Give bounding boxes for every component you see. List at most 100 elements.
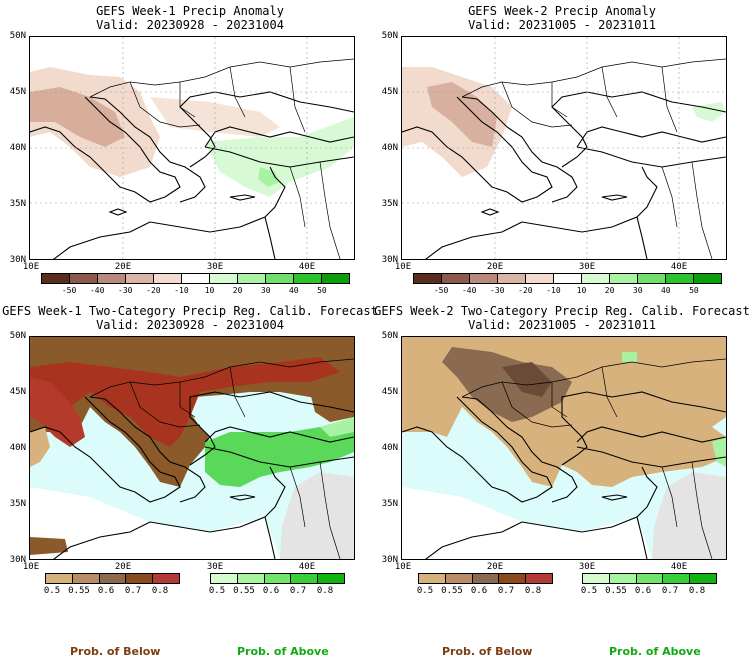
lon-label-10e: 10E <box>22 262 40 272</box>
anomaly-swatch <box>554 274 582 283</box>
anomaly-swatch <box>638 274 666 283</box>
probability-tick-label: 0.55 <box>441 586 463 596</box>
probability-tick-label: 0.8 <box>316 586 334 596</box>
panel2-title: GEFS Week-2 Precip Anomaly Valid: 202310… <box>392 4 732 32</box>
below-swatch <box>99 574 127 583</box>
lat-label-45n: 45N <box>9 87 26 97</box>
land-red <box>30 357 340 447</box>
panel3-title-line1: GEFS Week-1 Two-Category Precip Reg. Cal… <box>2 304 378 318</box>
below-swatch <box>126 574 154 583</box>
anomaly-swatch <box>182 274 210 283</box>
anomaly-tick-label: -30 <box>118 286 133 295</box>
panel4-title-line1: GEFS Week-2 Two-Category Precip Reg. Cal… <box>374 304 750 318</box>
lat-label-45n: 45N <box>9 387 26 397</box>
lat-label-50n: 50N <box>9 331 26 341</box>
lon-label-10e: 10E <box>394 262 412 272</box>
anomaly-swatch <box>42 274 70 283</box>
gray-area <box>280 472 354 559</box>
above-swatch <box>583 574 610 583</box>
anomaly-swatch <box>526 274 554 283</box>
prob-above-label-week2: Prob. of Above <box>609 645 701 658</box>
anomaly-swatch <box>694 274 721 283</box>
lon-label-40e: 40E <box>670 262 688 272</box>
land-light-brown <box>30 427 50 467</box>
anomaly-tick-label: -10 <box>546 286 561 295</box>
probability-tick-label: 0.7 <box>497 586 515 596</box>
coastlines <box>401 91 727 263</box>
lat-label-30n: 30N <box>9 555 26 565</box>
above-colorbar-week1 <box>210 573 345 584</box>
lat-label-50n: 50N <box>381 331 398 341</box>
panel2-title-line1: GEFS Week-2 Precip Anomaly <box>468 4 656 18</box>
lat-label-50n: 50N <box>381 31 398 41</box>
above-swatch <box>663 574 691 583</box>
lon-label-20e: 20E <box>114 262 132 272</box>
below-swatch <box>419 574 446 583</box>
anomaly-tick-label: 40 <box>660 286 671 295</box>
below-swatch <box>472 574 500 583</box>
above-swatch <box>636 574 664 583</box>
probability-tick-label: 0.55 <box>233 586 255 596</box>
above-swatch <box>318 574 344 583</box>
anomaly-colorbar-week2 <box>413 273 722 284</box>
anomaly-tick-label: 50 <box>317 286 327 295</box>
probability-tick-label: 0.5 <box>580 586 598 596</box>
prob-below-label-week2: Prob. of Below <box>442 645 533 658</box>
positive-anomaly-area <box>692 102 726 122</box>
lon-label-20e: 20E <box>486 562 504 572</box>
anomaly-swatch <box>154 274 182 283</box>
probability-tick-label: 0.6 <box>634 586 652 596</box>
coastlines <box>29 391 355 563</box>
probability-tick-label: 0.7 <box>661 586 679 596</box>
map-week1-probability <box>29 336 355 563</box>
lat-label-40n: 40N <box>9 443 26 453</box>
lat-label-40n: 40N <box>381 443 398 453</box>
map-week1-anomaly-svg <box>29 37 355 263</box>
anomaly-tick-label: 30 <box>260 286 271 295</box>
anomaly-tick-label: -50 <box>61 286 77 295</box>
borders <box>461 58 727 260</box>
green-patch <box>622 352 637 362</box>
above-swatch <box>211 574 238 583</box>
lon-label-10e: 10E <box>394 562 412 572</box>
negative-anomaly-core <box>30 87 125 147</box>
lon-label-30e: 30E <box>206 562 224 572</box>
lon-label-30e: 30E <box>578 562 596 572</box>
lat-label-40n: 40N <box>381 143 398 153</box>
above-swatch <box>291 574 319 583</box>
anomaly-tick-label: 20 <box>604 286 615 295</box>
probability-tick-label: 0.8 <box>151 586 169 596</box>
below-swatch <box>499 574 527 583</box>
anomaly-swatch <box>266 274 294 283</box>
anomaly-tick-label: -10 <box>174 286 189 295</box>
land-red-italy <box>30 377 85 447</box>
probability-tick-label: 0.5 <box>43 586 61 596</box>
anomaly-tick-label: -20 <box>518 286 533 295</box>
negative-anomaly-core <box>427 82 497 147</box>
above-colorbar-week2 <box>582 573 717 584</box>
green-patch-2 <box>712 437 726 467</box>
anomaly-colorbar-week1 <box>41 273 350 284</box>
anomaly-tick-label: 10 <box>576 286 587 295</box>
panel1-title-line1: GEFS Week-1 Precip Anomaly <box>96 4 284 18</box>
lat-label-35n: 35N <box>9 499 26 509</box>
anomaly-swatch <box>414 274 442 283</box>
anomaly-swatch <box>666 274 694 283</box>
map-week2-probability <box>401 336 727 563</box>
map-week2-probability-svg <box>401 337 727 563</box>
lon-label-20e: 20E <box>486 262 504 272</box>
lon-label-40e: 40E <box>298 562 316 572</box>
map-week2-anomaly <box>401 36 727 263</box>
lat-label-30n: 30N <box>381 255 398 265</box>
probability-tick-label: 0.6 <box>262 586 280 596</box>
anomaly-tick-label: 50 <box>689 286 699 295</box>
land-mid-brown <box>502 362 552 397</box>
probability-tick-label: 0.5 <box>416 586 434 596</box>
gray-area <box>652 472 726 559</box>
below-swatch <box>46 574 73 583</box>
borders <box>461 358 727 560</box>
anomaly-tick-label: 30 <box>632 286 643 295</box>
map-week1-anomaly <box>29 36 355 263</box>
above-swatch <box>609 574 637 583</box>
probability-tick-label: 0.8 <box>688 586 706 596</box>
